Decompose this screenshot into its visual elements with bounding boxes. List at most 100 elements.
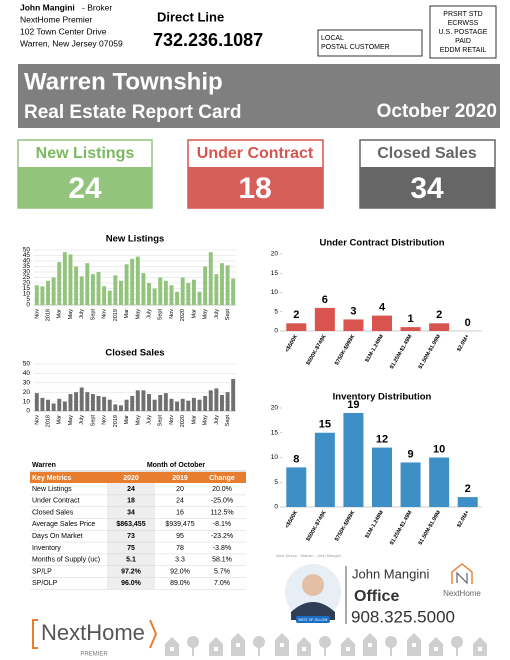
x-tick-label: Mar	[57, 415, 63, 425]
x-tick-label: 2020	[180, 309, 186, 321]
brand-icon	[451, 563, 473, 584]
x-tick-label: Mar	[124, 309, 130, 319]
card-office: Office	[354, 588, 399, 605]
logo-bracket	[149, 619, 158, 649]
bar	[343, 319, 364, 331]
x-tick-label: Mar	[124, 415, 130, 425]
banner-period: October 2020	[377, 101, 497, 122]
bar	[141, 390, 146, 411]
y-tick-label: 50	[23, 361, 31, 368]
bar	[180, 398, 185, 411]
x-tick-label: $500K-$749K	[306, 334, 328, 367]
bar	[314, 307, 335, 331]
x-tick-label: May	[68, 415, 74, 426]
y-tick-label: 15	[23, 285, 31, 292]
x-tick-label: $750K-$999K	[334, 510, 356, 543]
house-window	[346, 647, 350, 651]
x-tick-label: Mar	[57, 309, 63, 319]
bar	[102, 286, 107, 305]
bar	[169, 398, 174, 411]
bar	[124, 399, 129, 411]
bar	[208, 390, 213, 411]
table-cell: 92.0%	[170, 568, 190, 575]
data-label: 8	[293, 453, 299, 465]
tree-trunk	[192, 647, 194, 656]
bar	[158, 277, 163, 305]
bar	[203, 266, 208, 305]
bar	[158, 395, 163, 411]
bar	[191, 397, 196, 411]
bar	[119, 405, 123, 411]
y-tick-label: 25	[23, 274, 31, 281]
bar	[169, 285, 174, 305]
data-label: 0	[465, 317, 471, 329]
table-cell: 95	[176, 533, 184, 540]
house-window	[214, 647, 218, 651]
bar	[152, 399, 157, 411]
house-window	[170, 647, 174, 651]
data-label: 2	[436, 309, 442, 321]
table-cell: 7.0%	[214, 580, 230, 587]
bar	[62, 401, 67, 411]
x-tick-label: $2.0M+	[456, 334, 470, 353]
bar	[124, 264, 129, 305]
table-cell: 34	[127, 509, 135, 516]
x-tick-label: May	[135, 415, 141, 426]
bar	[314, 432, 335, 507]
data-label: 12	[376, 434, 388, 446]
card-brand: NextHome	[443, 589, 481, 598]
table-cell: Months of Supply (uc)	[32, 557, 100, 564]
card-phone: 908.325.5000	[351, 607, 455, 626]
table-cell: SP/LP	[32, 568, 52, 575]
bar	[46, 399, 50, 411]
table-cell: 20	[176, 486, 184, 493]
stat-label: Closed Sales	[377, 145, 477, 162]
y-tick-label: 5	[274, 308, 278, 315]
bar	[163, 280, 168, 305]
y-tick-label: 30	[23, 269, 31, 276]
table-cell: -3.8%	[213, 545, 231, 552]
table-cell: 20.0%	[212, 486, 232, 493]
bar	[220, 263, 224, 305]
agent-photo-face	[302, 574, 324, 596]
house-window	[280, 643, 284, 647]
table-cell: 18	[127, 498, 135, 505]
footer-logo-sub: PREMIER	[80, 652, 108, 658]
bar	[175, 291, 180, 305]
y-tick-label: 30	[23, 380, 31, 387]
bar	[135, 256, 140, 305]
chart-title: Under Contract Distribution	[319, 238, 444, 249]
bar	[372, 447, 392, 507]
badge	[296, 616, 330, 623]
bar	[220, 395, 224, 411]
x-tick-label: 2018	[45, 309, 51, 321]
table-cell: 3.3	[175, 557, 185, 564]
bar	[135, 390, 140, 411]
bar	[191, 279, 196, 305]
bar	[152, 288, 157, 305]
x-tick-label: Sept	[90, 309, 96, 321]
y-tick-label: 0	[274, 504, 278, 511]
x-tick-label: $1.50M-$1.99M	[418, 333, 443, 370]
x-tick-label: Nov	[102, 309, 108, 319]
brand-icon-n	[456, 571, 468, 585]
house-icon	[209, 637, 223, 656]
y-tick-label: 0	[26, 302, 30, 309]
table-cell: 73	[127, 533, 135, 540]
bar	[231, 278, 236, 305]
x-tick-label: $1.25M-$1.49M	[389, 509, 414, 546]
bar	[46, 280, 50, 305]
stat-fill	[188, 167, 323, 208]
x-tick-label: Nov	[169, 309, 175, 319]
y-tick-label: 40	[23, 370, 31, 377]
x-tick-label: May	[203, 309, 209, 320]
table-cell: Under Contract	[32, 498, 80, 505]
table-col-shade	[107, 483, 155, 590]
y-tick-label: 20	[271, 251, 279, 258]
postage-box	[429, 5, 497, 59]
x-tick-label: July	[214, 309, 220, 319]
agent-photo-suit	[291, 602, 335, 620]
bar	[457, 497, 478, 507]
bar	[57, 398, 62, 411]
bar	[163, 393, 168, 411]
